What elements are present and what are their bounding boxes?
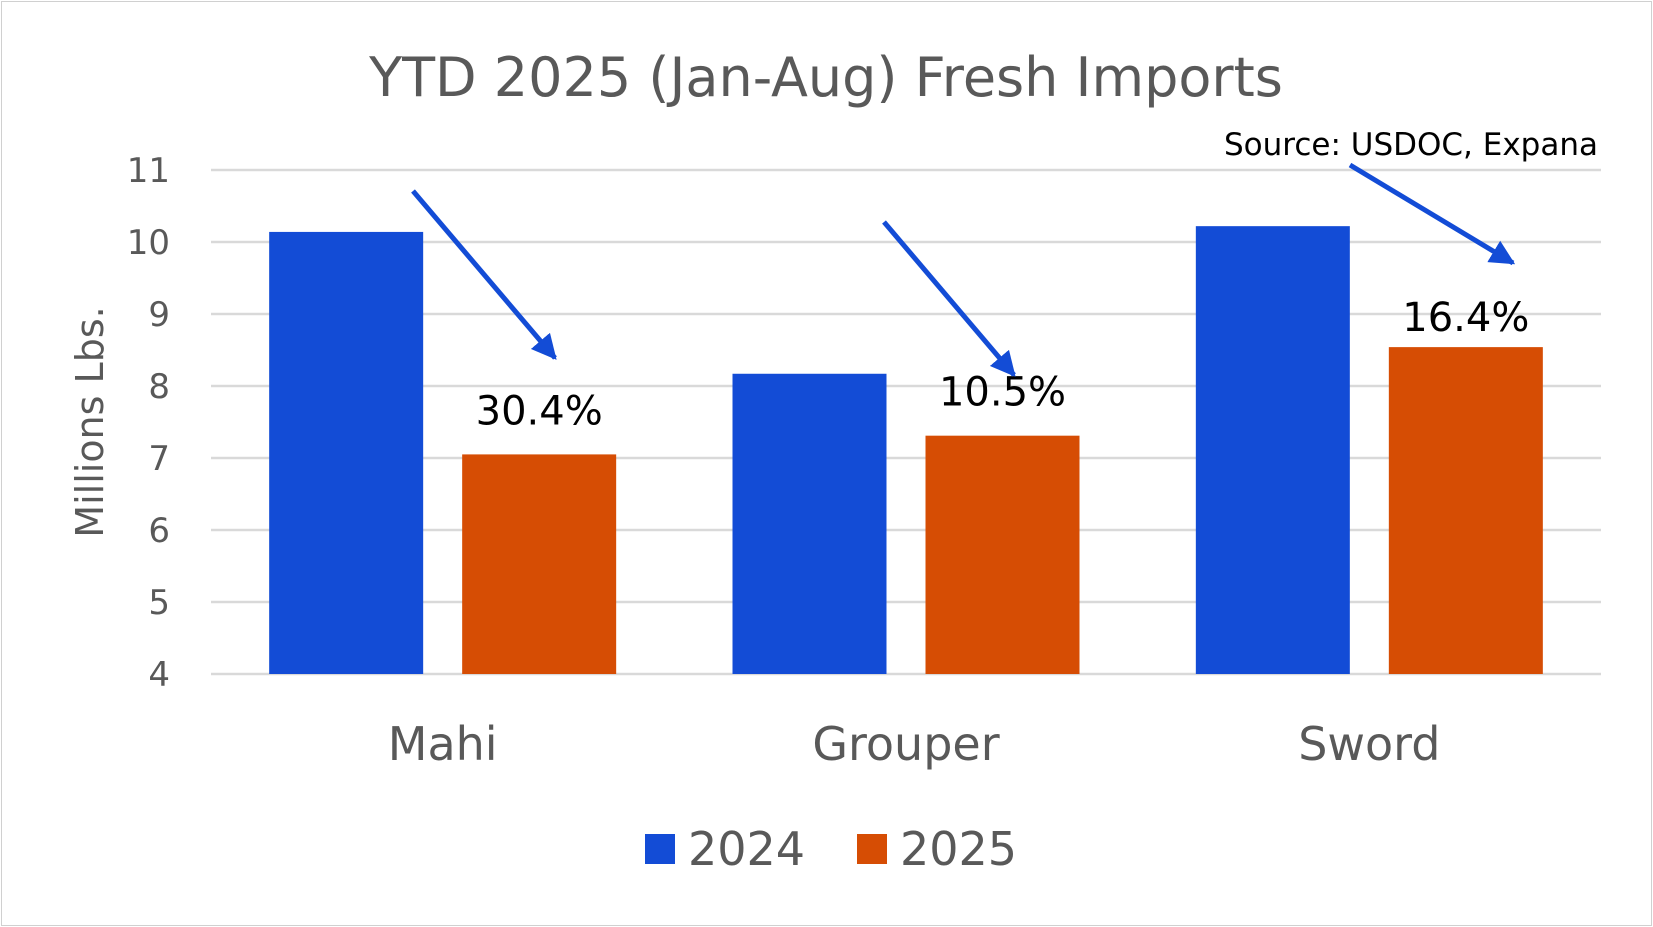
change-label: 16.4% [1402,295,1529,341]
arrow-annotation [882,220,1016,377]
bar-mahi-2025 [462,454,617,674]
y-tick-label: 6 [148,511,170,551]
chart-title: YTD 2025 (Jan-Aug) Fresh Imports [368,46,1283,109]
y-tick-label: 7 [148,439,170,479]
x-tick-label: Mahi [388,717,498,771]
legend-swatch-2025 [857,834,887,864]
y-tick-label: 10 [127,223,170,263]
legend-swatch-2024 [645,834,675,864]
bar-sword-2025 [1388,347,1543,674]
y-tick-label: 5 [148,583,170,623]
bar-sword-2024 [1195,226,1350,674]
legend-label: 2025 [900,822,1017,876]
source-note: Source: USDOC, Expana [1224,127,1598,163]
x-tick-label: Sword [1298,717,1440,771]
bar-grouper-2025 [925,435,1080,674]
arrow-annotation [411,189,557,360]
y-tick-label: 8 [148,367,170,407]
legend-label: 2024 [688,822,805,876]
y-tick-label: 4 [148,655,170,695]
change-label: 30.4% [476,388,603,434]
y-tick-label: 9 [148,295,170,335]
bar-grouper-2024 [732,373,887,674]
y-axis-label: Millions Lbs. [68,306,112,537]
y-tick-label: 11 [127,151,170,191]
arrow-annotation [1348,162,1516,266]
change-label: 10.5% [939,370,1066,416]
bar-mahi-2024 [269,231,424,675]
x-tick-label: Grouper [812,717,999,771]
